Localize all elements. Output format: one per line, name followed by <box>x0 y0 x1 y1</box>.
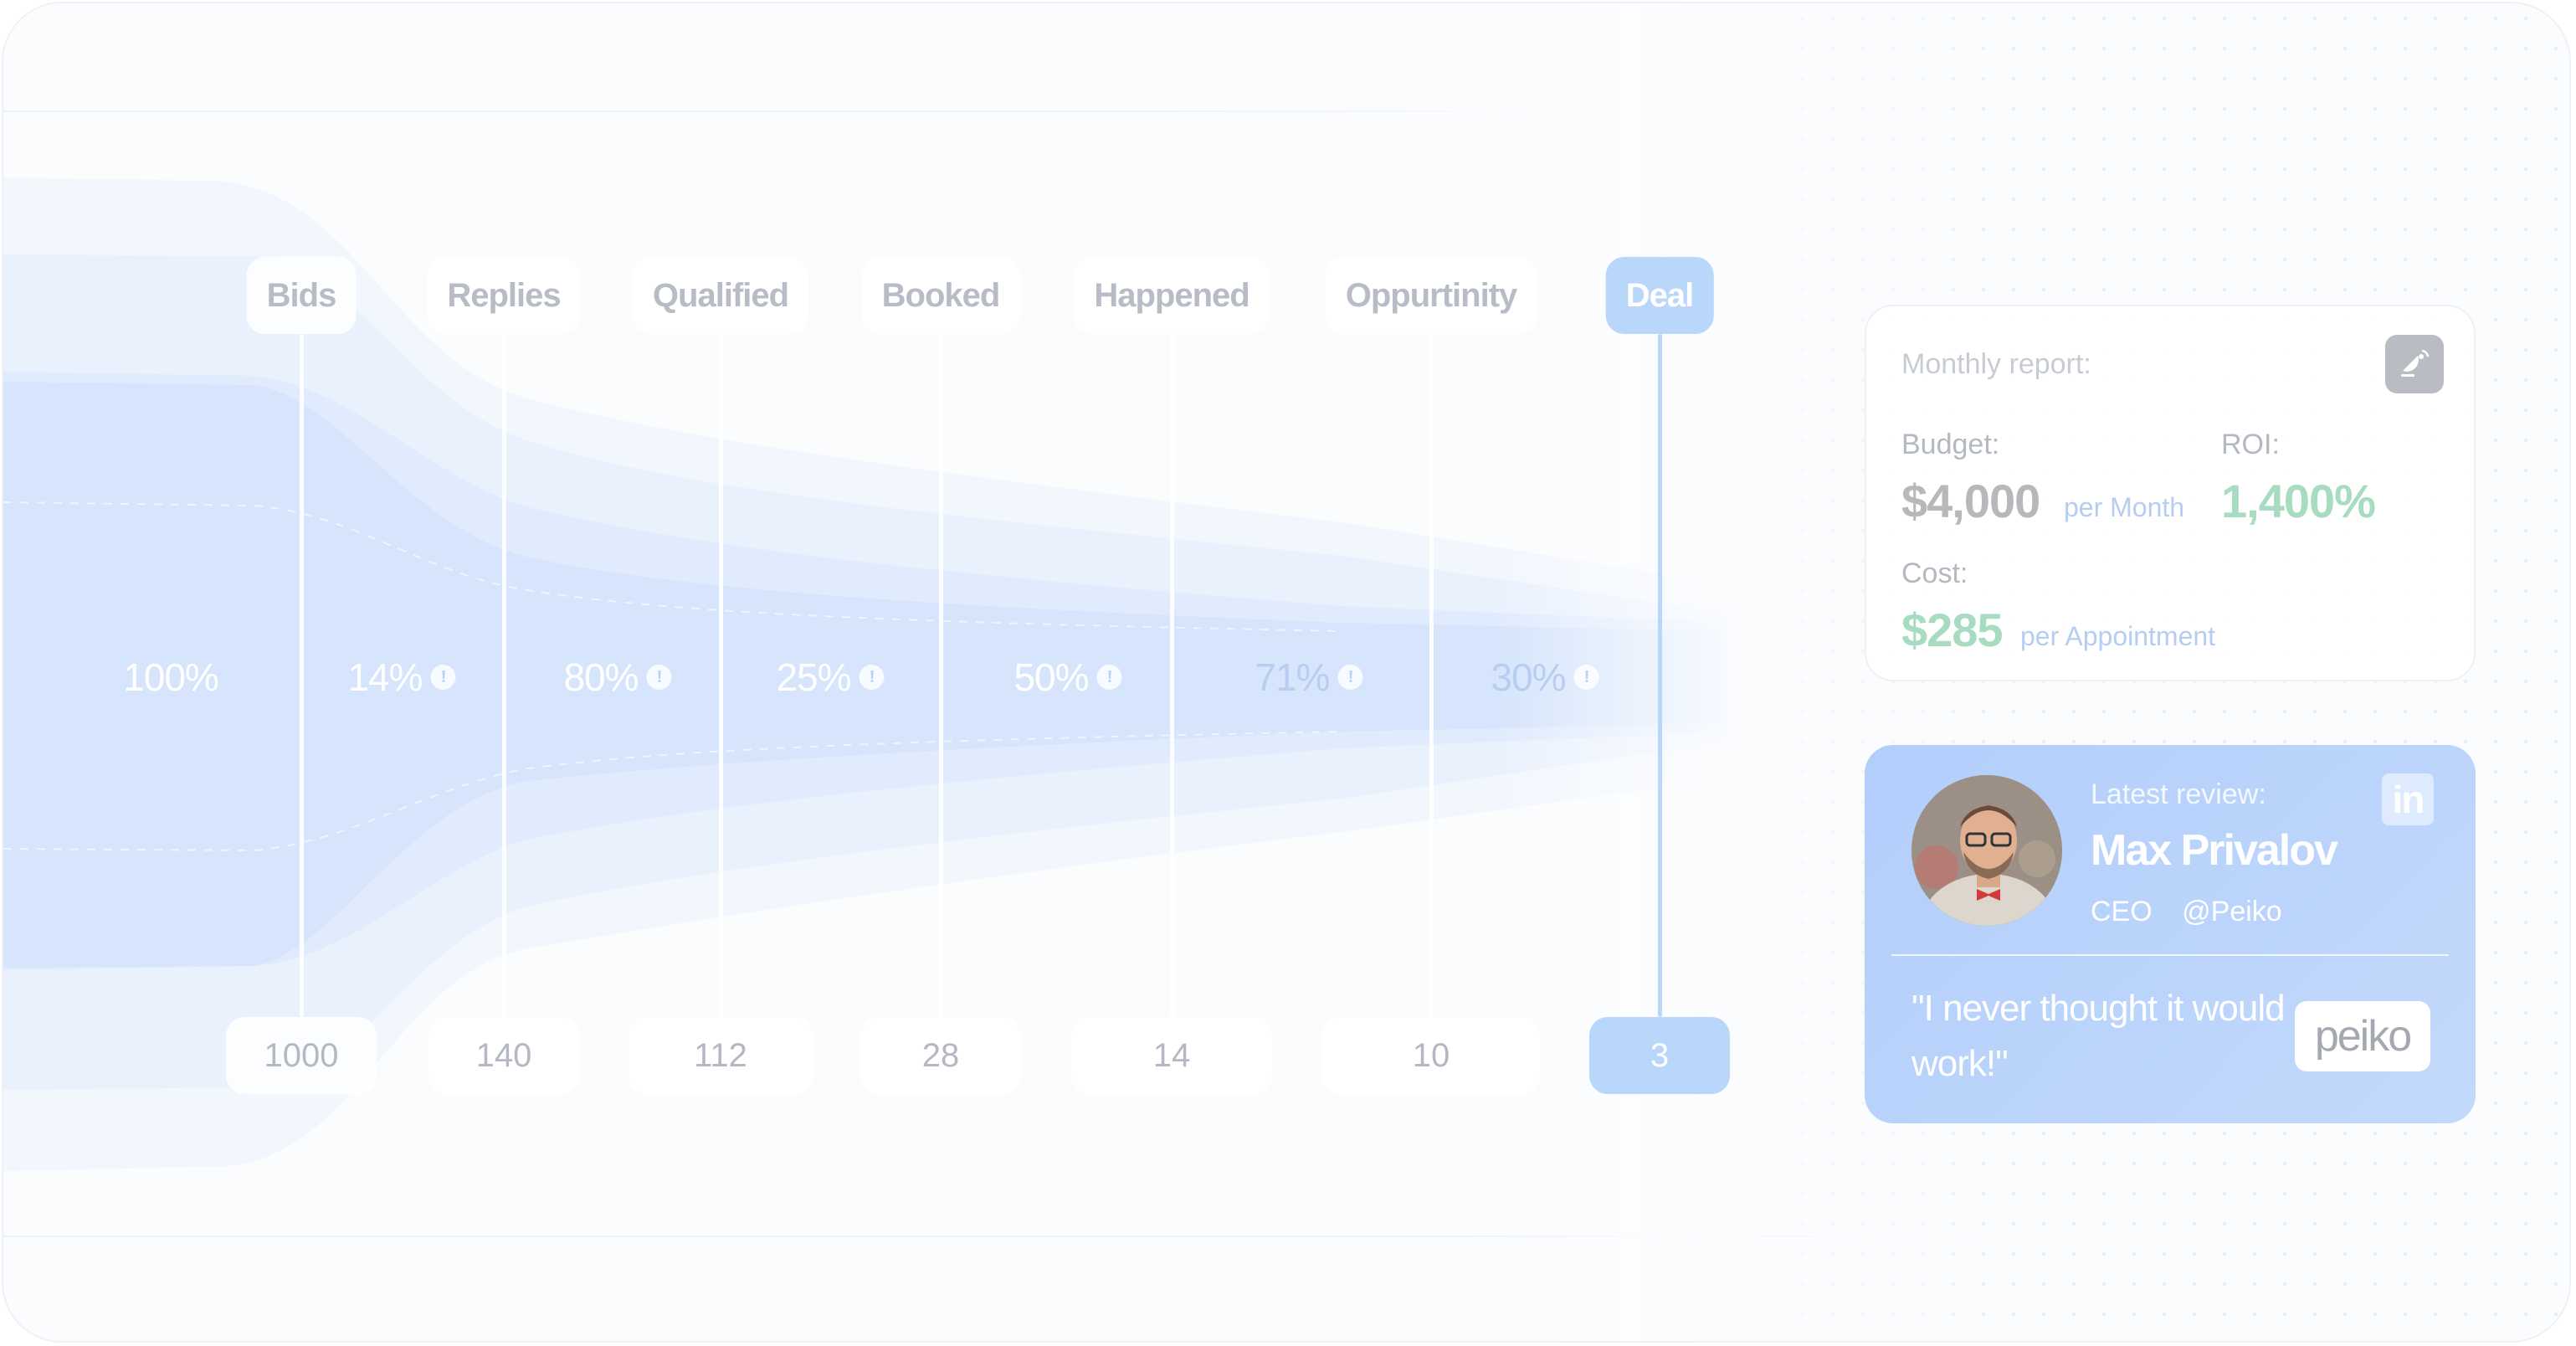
rate-value: 25% <box>776 655 851 699</box>
cost-unit: per Appointment <box>2020 621 2216 651</box>
stage-line-deal <box>1658 334 1662 1017</box>
rate-value: 50% <box>1013 655 1089 699</box>
stage-line-bids <box>300 334 304 1017</box>
reviewer-name: Max Privalov <box>2091 826 2338 875</box>
rate-value: 71% <box>1255 655 1330 699</box>
review-label: Latest review: <box>2091 778 2266 810</box>
rate-value: 80% <box>563 655 639 699</box>
stage-line-opportunity <box>1429 334 1434 1017</box>
stage-rate-opportunity: 71% ! <box>1255 652 1363 702</box>
stage-count-opportunity: 10 <box>1322 1017 1540 1094</box>
reviewer-handle[interactable]: @Peiko <box>2182 896 2282 927</box>
budget-value: $4,000 <box>1901 475 2040 527</box>
roi-value: 1,400% <box>2221 475 2376 527</box>
info-icon[interactable]: ! <box>1573 665 1599 690</box>
funnel-chart <box>3 3 1761 1341</box>
stage-line-replies <box>502 334 506 1017</box>
stage-label-booked[interactable]: Booked <box>861 257 1020 334</box>
linkedin-icon[interactable]: in <box>2382 773 2434 825</box>
satellite-icon[interactable] <box>2385 335 2444 393</box>
reviewer-photo <box>1911 775 2062 926</box>
cost-label: Cost: <box>1901 557 1968 589</box>
stage-line-booked <box>939 334 943 1017</box>
stage-rate-qualified: 80% ! <box>563 652 672 702</box>
stage-label-replies[interactable]: Replies <box>427 257 581 334</box>
stage-label-opportunity[interactable]: Oppurtinity <box>1325 257 1537 334</box>
info-icon[interactable]: ! <box>430 665 456 690</box>
budget-label: Budget: <box>1901 429 2000 460</box>
stage-label-happened[interactable]: Happened <box>1074 257 1270 334</box>
review-divider <box>1891 954 2449 956</box>
rate-value: 14% <box>347 655 423 699</box>
satellite-icon-glyph <box>2401 349 2430 377</box>
reviewer-avatar <box>1911 775 2062 926</box>
stage-rate-booked: 25% ! <box>776 652 885 702</box>
stage-count-happened: 14 <box>1071 1017 1272 1094</box>
stage-rate-deal: 30% ! <box>1491 652 1599 702</box>
reviewer-role: CEO <box>2091 896 2153 927</box>
stage-rate-replies: 14% ! <box>347 652 456 702</box>
stage-count-qualified: 112 <box>629 1017 813 1094</box>
stage-label-qualified[interactable]: Qualified <box>632 257 809 334</box>
stage-count-replies: 140 <box>428 1017 579 1094</box>
stage-line-happened <box>1170 334 1174 1017</box>
stage-rate-bids: 100% <box>123 652 219 702</box>
budget-unit: per Month <box>2064 492 2185 522</box>
cost-value: $285 <box>1901 604 2004 656</box>
stage-count-bids: 1000 <box>226 1017 377 1094</box>
peiko-logo: peiko <box>2295 1001 2430 1071</box>
report-title: Monthly report: <box>1901 348 2091 380</box>
review-quote: "I never thought it would work!" <box>1911 988 2286 1084</box>
info-icon[interactable]: ! <box>1096 665 1122 690</box>
stage-label-deal[interactable]: Deal <box>1605 257 1714 334</box>
info-icon[interactable]: ! <box>646 665 672 690</box>
latest-review-card: Latest review: Max Privalov CEO @Peiko i… <box>1865 745 2476 1123</box>
stage-line-qualified <box>719 334 723 1017</box>
reviewer-meta: CEO @Peiko <box>2091 896 2282 928</box>
stage-count-deal: 3 <box>1589 1017 1730 1094</box>
rate-value: 100% <box>123 655 219 699</box>
info-icon[interactable]: ! <box>859 665 885 690</box>
stage-rate-happened: 50% ! <box>1013 652 1122 702</box>
stage-count-booked: 28 <box>861 1017 1020 1094</box>
rate-value: 30% <box>1491 655 1566 699</box>
info-icon[interactable]: ! <box>1337 665 1363 690</box>
roi-label: ROI: <box>2221 429 2280 460</box>
stage-label-bids[interactable]: Bids <box>246 257 357 334</box>
monthly-report-card: Monthly report: Budget: $4,000 per Month… <box>1865 305 2476 681</box>
